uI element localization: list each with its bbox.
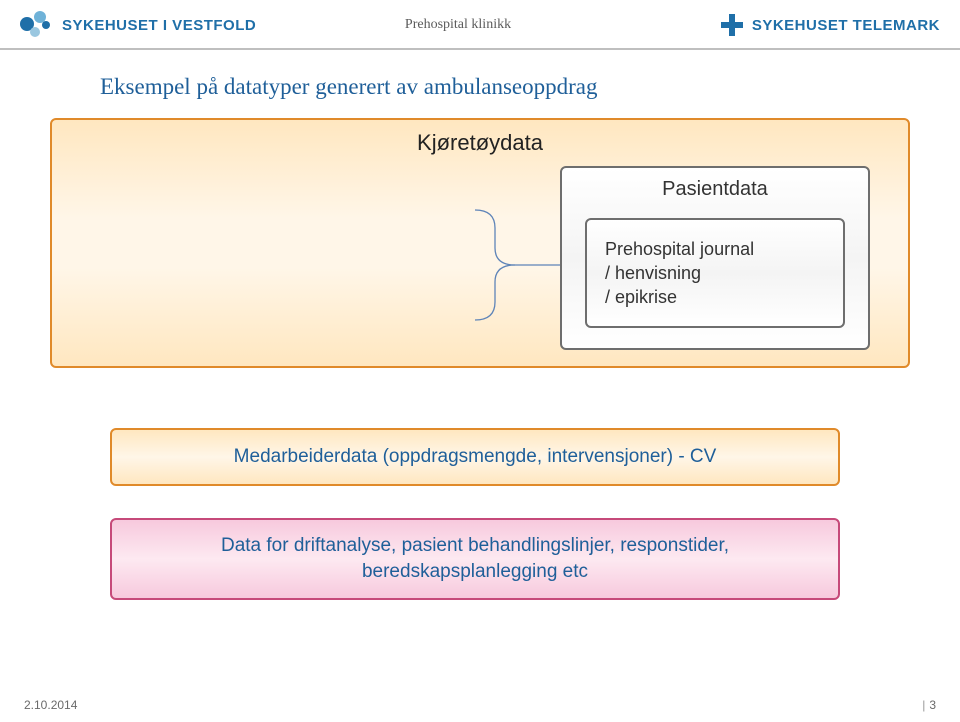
diagram-area: Kjøretøydata AMK opplysninger om pasient… <box>20 118 940 658</box>
footer-page: |3 <box>918 698 936 712</box>
prehospital-journal-box: Prehospital journal / henvisning / epikr… <box>585 218 845 328</box>
slide-footer: 2.10.2014 |3 <box>24 698 936 712</box>
kjoretoydata-label: Kjøretøydata <box>52 128 908 158</box>
header-subtitle: Prehospital klinikk <box>196 17 720 33</box>
footer-page-number: 3 <box>929 698 936 712</box>
logo-right-text: SYKEHUSET TELEMARK <box>752 17 940 34</box>
cross-icon <box>720 13 744 37</box>
logo-left-dots <box>20 11 54 39</box>
medarbeiderdata-box: Medarbeiderdata (oppdragsmengde, interve… <box>110 428 840 486</box>
slide-header: SYKEHUSET I VESTFOLD Prehospital klinikk… <box>0 0 960 48</box>
logo-right: SYKEHUSET TELEMARK <box>720 13 940 37</box>
footer-date: 2.10.2014 <box>24 698 77 712</box>
page-title: Eksempel på datatyper generert av ambula… <box>0 64 960 118</box>
pasientdata-label: Pasientdata <box>562 176 868 203</box>
driftanalyse-box: Data for driftanalyse, pasient behandlin… <box>110 518 840 600</box>
header-divider <box>0 48 960 50</box>
